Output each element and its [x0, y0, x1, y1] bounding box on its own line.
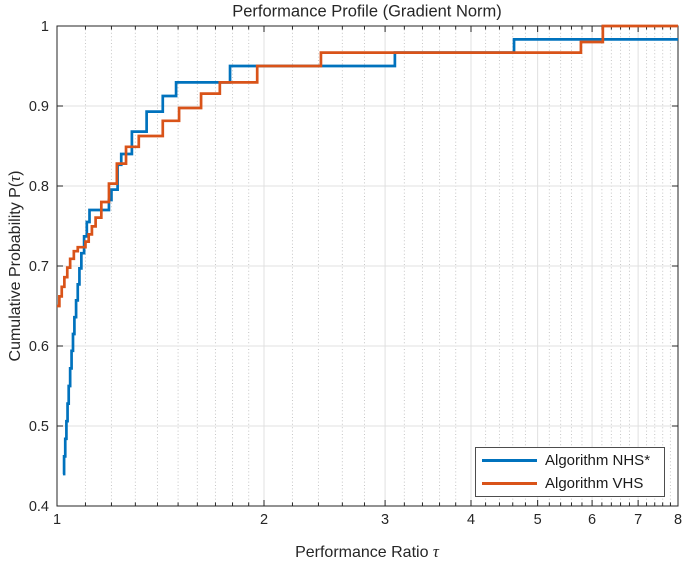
chart-title: Performance Profile (Gradient Norm) [232, 2, 502, 21]
legend-line-sample-vhs [482, 482, 537, 486]
x-tick-label: 1 [53, 512, 61, 528]
x-tick-label: 6 [588, 512, 596, 528]
x-tick-label: 4 [467, 512, 475, 528]
legend-label-nhs: Algorithm NHS* [545, 451, 651, 469]
y-tick-label: 0.9 [29, 99, 49, 115]
y-tick-label: 1 [41, 19, 49, 35]
y-tick-label: 0.8 [29, 179, 49, 195]
legend-entry-vhs: Algorithm VHS [480, 473, 660, 495]
x-axis-label: Performance Ratio τ [295, 542, 439, 561]
x-tick-label: 8 [674, 512, 682, 528]
legend-line-sample-nhs [482, 458, 537, 462]
y-tick-label: 0.7 [29, 259, 49, 275]
series-line-vhs [57, 24, 678, 308]
x-tick-label: 2 [260, 512, 268, 528]
y-tick-label: 0.4 [29, 499, 49, 515]
y-tick-label: 0.5 [29, 419, 49, 435]
legend-entry-nhs: Algorithm NHS* [480, 449, 660, 471]
x-tick-label: 5 [534, 512, 542, 528]
series-line-nhs [62, 38, 678, 476]
tau-symbol: τ [432, 542, 439, 561]
legend-label-vhs: Algorithm VHS [545, 475, 644, 493]
y-tick-label: 0.6 [29, 339, 49, 355]
legend: Algorithm NHS* Algorithm VHS [475, 447, 665, 497]
x-tick-label: 7 [634, 512, 642, 528]
x-tick-label: 3 [381, 512, 389, 528]
